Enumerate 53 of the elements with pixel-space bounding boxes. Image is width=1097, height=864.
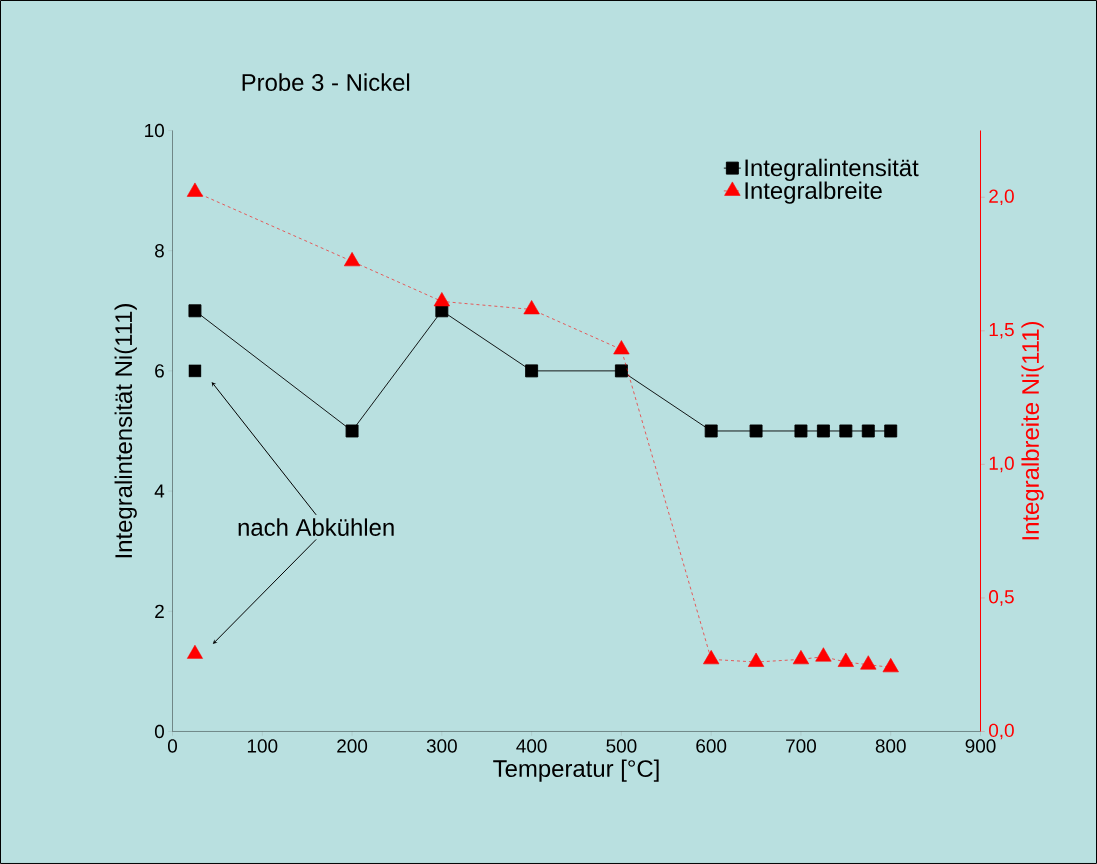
x-tick-label: 300	[426, 739, 457, 753]
y-tick-label: 4	[154, 484, 165, 498]
point	[188, 364, 202, 378]
y-tick-label: 8	[155, 243, 164, 258]
y-tick-label: 6	[155, 364, 164, 378]
y-tick-label: 10	[145, 123, 164, 138]
point	[816, 424, 830, 438]
x-tick-label: 800	[875, 739, 906, 753]
legend-label: Integralintensität	[745, 158, 919, 181]
y2-tick-label: 2,0	[989, 189, 1014, 206]
point	[882, 658, 899, 673]
point	[749, 424, 763, 438]
x-tick-label: 0	[167, 739, 178, 753]
point	[703, 650, 720, 665]
x-tick-label: 100	[247, 739, 278, 753]
point	[523, 300, 540, 315]
point	[188, 304, 202, 318]
x-tick-label: 600	[696, 739, 727, 753]
legend-label: Integralbreite	[745, 181, 882, 204]
point	[861, 424, 875, 438]
point	[704, 424, 718, 438]
point	[345, 424, 359, 438]
y-tick-label: 2	[155, 604, 164, 618]
point	[433, 292, 450, 307]
point	[186, 182, 204, 197]
point	[747, 652, 765, 667]
point	[792, 650, 810, 665]
x-tick-label: 200	[337, 739, 368, 753]
x-tick-label: 700	[786, 739, 816, 753]
y2-tick-label: 1,0	[989, 456, 1014, 473]
chart-title: Probe 3 - Nickel	[242, 73, 410, 91]
point	[884, 424, 898, 438]
point	[860, 655, 877, 670]
y2-tick-label: 0,0	[989, 723, 1014, 740]
x-tick-label: 500	[606, 739, 637, 753]
x-tick-label: 400	[516, 739, 547, 753]
y-tick-label: 0	[154, 724, 164, 739]
point	[186, 644, 203, 659]
y2-tick-label: 0,5	[989, 590, 1014, 606]
point	[525, 364, 539, 378]
point	[794, 424, 808, 438]
x-axis-title: Temperatur [°C]	[493, 759, 659, 782]
x-tick-label: 900	[965, 739, 996, 753]
annotation: nach Abkühlen	[238, 518, 394, 536]
point	[613, 340, 630, 355]
y2-axis-title: Integralbreite Ni(111)	[1021, 321, 1044, 540]
point	[343, 252, 361, 267]
y2-tick-label: 1,5	[989, 323, 1014, 339]
point	[614, 364, 628, 378]
y-axis-title: Integralintensität Ni(111)	[114, 304, 137, 558]
point	[837, 652, 854, 667]
point	[839, 424, 853, 438]
point	[815, 647, 832, 662]
